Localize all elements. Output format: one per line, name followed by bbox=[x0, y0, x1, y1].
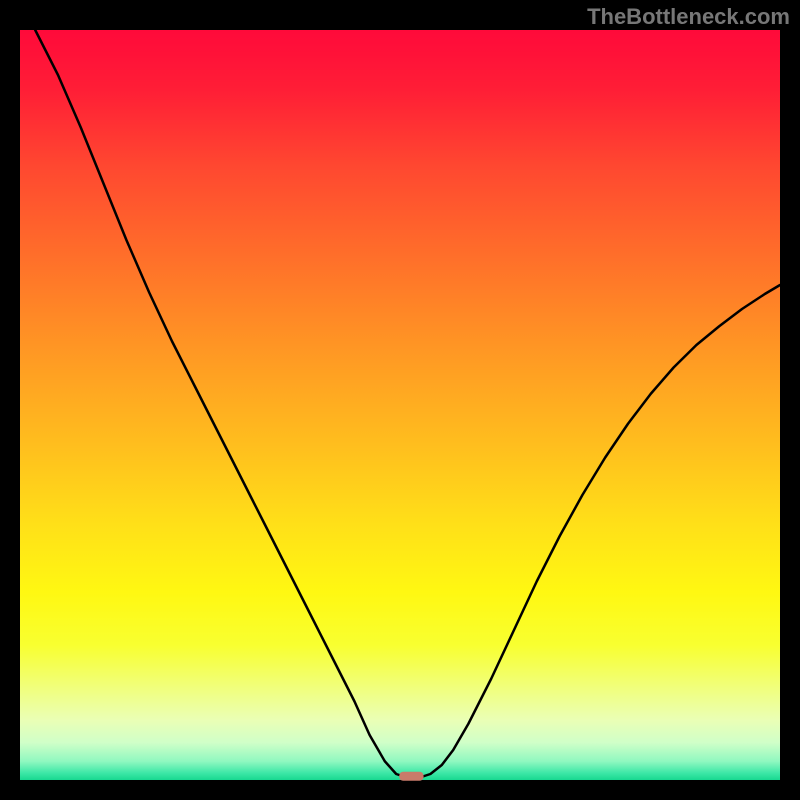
watermark-text: TheBottleneck.com bbox=[587, 4, 790, 30]
chart-svg bbox=[0, 0, 800, 800]
bottleneck-chart: TheBottleneck.com bbox=[0, 0, 800, 800]
optimal-marker bbox=[399, 772, 423, 781]
plot-background-gradient bbox=[20, 30, 780, 780]
